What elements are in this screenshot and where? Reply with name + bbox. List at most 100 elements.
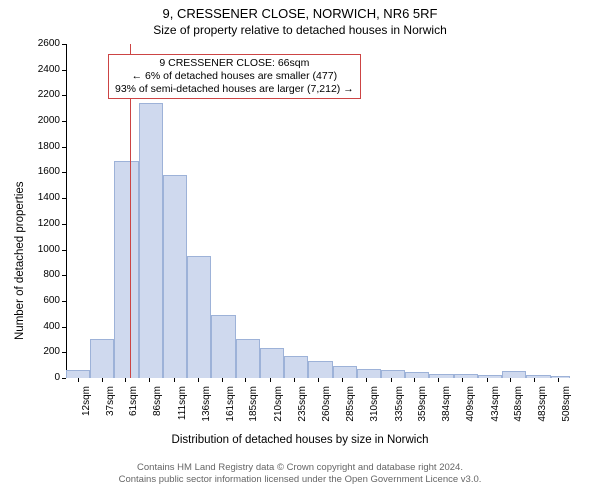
histogram-bar	[526, 375, 550, 378]
y-tick-label: 1800	[30, 141, 60, 152]
y-tick	[62, 147, 66, 148]
y-tick-label: 2200	[30, 89, 60, 100]
x-tick-label: 434sqm	[490, 386, 501, 431]
y-tick-label: 0	[30, 372, 60, 383]
x-tick-label: 335sqm	[394, 386, 405, 431]
x-tick-label: 458sqm	[513, 386, 524, 431]
y-tick	[62, 378, 66, 379]
y-tick-label: 1600	[30, 166, 60, 177]
histogram-bar	[187, 256, 211, 378]
histogram-bar	[90, 339, 114, 378]
histogram-bar	[357, 369, 381, 378]
annotation-line1: 9 CRESSENER CLOSE: 66sqm	[115, 57, 354, 70]
x-tick	[558, 378, 559, 382]
histogram-bar	[211, 315, 235, 378]
y-tick	[62, 172, 66, 173]
x-tick	[438, 378, 439, 382]
x-tick	[78, 378, 79, 382]
annotation-line2: ← 6% of detached houses are smaller (477…	[115, 70, 354, 83]
x-tick-label: 359sqm	[417, 386, 428, 431]
histogram-bar	[551, 376, 570, 378]
histogram-bar	[333, 366, 357, 378]
x-tick	[487, 378, 488, 382]
x-axis-label: Distribution of detached houses by size …	[0, 434, 600, 446]
y-tick	[62, 301, 66, 302]
y-tick	[62, 352, 66, 353]
annotation-box: 9 CRESSENER CLOSE: 66sqm ← 6% of detache…	[108, 54, 361, 99]
x-tick-label: 409sqm	[465, 386, 476, 431]
histogram-bar	[139, 103, 163, 378]
histogram-bar	[163, 175, 187, 378]
x-tick	[366, 378, 367, 382]
histogram-bar	[114, 161, 138, 378]
x-tick	[125, 378, 126, 382]
x-tick	[391, 378, 392, 382]
y-tick-label: 400	[30, 321, 60, 332]
chart-container: 9, CRESSENER CLOSE, NORWICH, NR6 5RF Siz…	[0, 0, 600, 500]
histogram-bar	[502, 371, 526, 378]
x-tick-label: 86sqm	[152, 386, 163, 431]
x-tick-label: 185sqm	[248, 386, 259, 431]
y-tick-label: 2000	[30, 115, 60, 126]
y-tick-label: 600	[30, 295, 60, 306]
x-tick-label: 210sqm	[273, 386, 284, 431]
x-tick-label: 161sqm	[225, 386, 236, 431]
x-tick-label: 12sqm	[81, 386, 92, 431]
histogram-bar	[478, 375, 502, 378]
x-tick-label: 136sqm	[201, 386, 212, 431]
y-tick	[62, 275, 66, 276]
histogram-bar	[454, 374, 478, 378]
y-tick	[62, 224, 66, 225]
histogram-bar	[66, 370, 90, 378]
x-tick-label: 61sqm	[128, 386, 139, 431]
x-tick-label: 483sqm	[537, 386, 548, 431]
y-tick-label: 800	[30, 269, 60, 280]
chart-title: 9, CRESSENER CLOSE, NORWICH, NR6 5RF	[0, 0, 600, 21]
x-tick-label: 310sqm	[369, 386, 380, 431]
x-tick	[245, 378, 246, 382]
x-tick	[462, 378, 463, 382]
x-tick-label: 235sqm	[297, 386, 308, 431]
x-tick	[198, 378, 199, 382]
y-axis-line	[66, 44, 67, 378]
y-tick	[62, 70, 66, 71]
y-axis-label: Number of detached properties	[14, 181, 26, 340]
footer-line2: Contains public sector information licen…	[0, 474, 600, 486]
y-tick-label: 2600	[30, 38, 60, 49]
x-tick-label: 37sqm	[105, 386, 116, 431]
y-tick	[62, 44, 66, 45]
x-tick	[534, 378, 535, 382]
x-tick	[222, 378, 223, 382]
histogram-bar	[308, 361, 332, 378]
x-tick-label: 285sqm	[345, 386, 356, 431]
histogram-bar	[236, 339, 260, 378]
histogram-bar	[284, 356, 308, 378]
y-tick	[62, 198, 66, 199]
footer-attribution: Contains HM Land Registry data © Crown c…	[0, 462, 600, 486]
chart-subtitle: Size of property relative to detached ho…	[0, 21, 600, 37]
x-tick	[174, 378, 175, 382]
histogram-bar	[260, 348, 284, 378]
x-tick	[102, 378, 103, 382]
x-tick-label: 260sqm	[321, 386, 332, 431]
y-tick-label: 1000	[30, 244, 60, 255]
x-tick-label: 508sqm	[561, 386, 572, 431]
x-tick-label: 384sqm	[441, 386, 452, 431]
x-tick	[149, 378, 150, 382]
footer-line1: Contains HM Land Registry data © Crown c…	[0, 462, 600, 474]
x-tick	[270, 378, 271, 382]
y-tick	[62, 121, 66, 122]
y-tick-label: 1400	[30, 192, 60, 203]
y-tick	[62, 95, 66, 96]
y-tick-label: 200	[30, 346, 60, 357]
x-tick	[294, 378, 295, 382]
annotation-line3: 93% of semi-detached houses are larger (…	[115, 83, 354, 96]
y-tick	[62, 250, 66, 251]
x-tick	[318, 378, 319, 382]
y-tick	[62, 327, 66, 328]
x-tick	[414, 378, 415, 382]
histogram-bar	[429, 374, 453, 378]
histogram-bar	[381, 370, 405, 378]
x-tick	[510, 378, 511, 382]
y-tick-label: 1200	[30, 218, 60, 229]
